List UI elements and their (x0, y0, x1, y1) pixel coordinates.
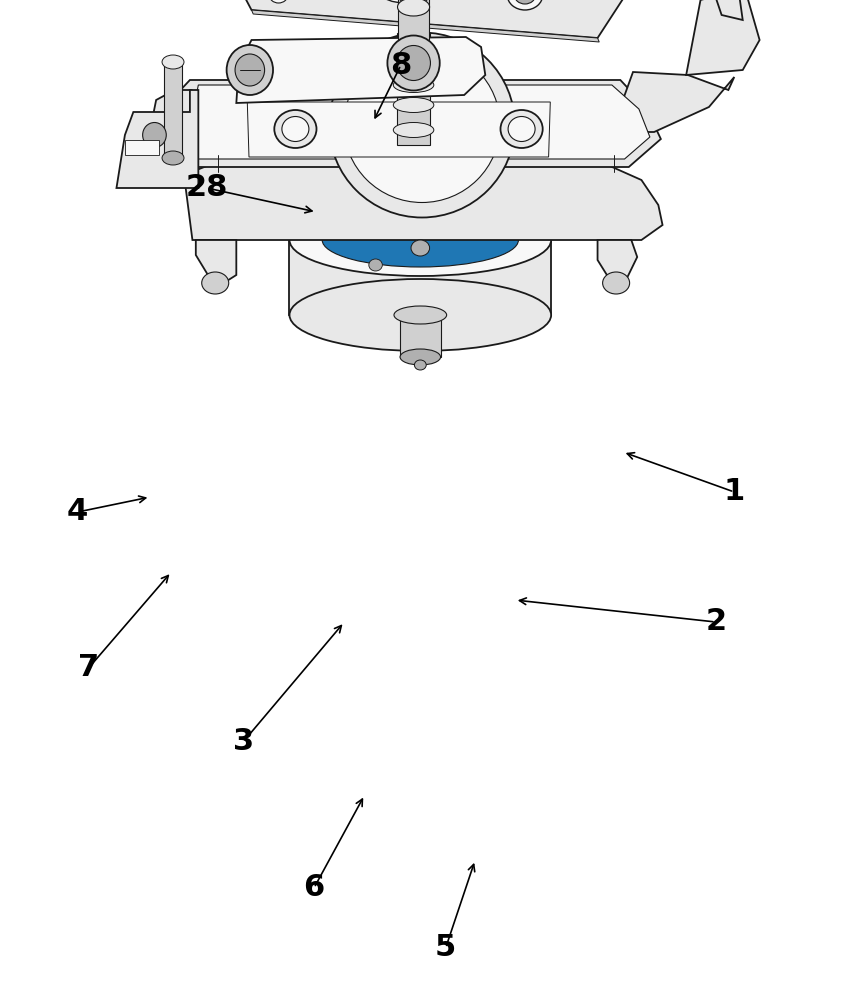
Ellipse shape (394, 306, 446, 324)
Ellipse shape (603, 272, 630, 294)
Ellipse shape (393, 98, 434, 112)
Ellipse shape (162, 55, 184, 69)
Ellipse shape (507, 0, 543, 10)
Ellipse shape (398, 0, 430, 4)
Ellipse shape (289, 279, 551, 351)
Polygon shape (196, 240, 236, 283)
Ellipse shape (371, 0, 431, 2)
Ellipse shape (344, 47, 500, 202)
Text: 1: 1 (723, 478, 745, 506)
Polygon shape (289, 240, 551, 315)
Ellipse shape (369, 259, 382, 271)
Polygon shape (252, 10, 599, 42)
Ellipse shape (411, 240, 430, 256)
Polygon shape (173, 80, 661, 167)
Ellipse shape (515, 0, 535, 4)
Text: 3: 3 (232, 728, 254, 756)
Polygon shape (226, 0, 629, 38)
Ellipse shape (398, 0, 430, 16)
Ellipse shape (202, 272, 229, 294)
Ellipse shape (235, 54, 265, 86)
Polygon shape (148, 90, 192, 162)
Ellipse shape (269, 0, 288, 3)
Ellipse shape (282, 116, 309, 141)
Polygon shape (116, 90, 198, 188)
Ellipse shape (289, 204, 551, 276)
Text: 28: 28 (186, 174, 228, 202)
Polygon shape (397, 33, 430, 145)
Polygon shape (400, 315, 441, 357)
Ellipse shape (397, 45, 430, 81)
Polygon shape (125, 140, 159, 155)
Text: 6: 6 (303, 874, 325, 902)
Polygon shape (598, 240, 637, 283)
Ellipse shape (143, 122, 166, 147)
Polygon shape (164, 62, 182, 158)
Polygon shape (184, 165, 663, 240)
Text: 5: 5 (435, 934, 457, 962)
Text: 7: 7 (78, 654, 100, 682)
Polygon shape (247, 102, 550, 157)
Polygon shape (398, 0, 429, 40)
Ellipse shape (400, 349, 441, 365)
Ellipse shape (414, 360, 426, 370)
Ellipse shape (393, 122, 434, 137)
Ellipse shape (162, 151, 184, 165)
Ellipse shape (226, 45, 273, 95)
Polygon shape (620, 72, 734, 132)
Ellipse shape (387, 35, 440, 91)
Ellipse shape (500, 110, 543, 148)
Ellipse shape (274, 110, 316, 148)
Ellipse shape (508, 116, 535, 141)
Text: 4: 4 (67, 497, 89, 526)
Polygon shape (686, 0, 760, 75)
Polygon shape (186, 85, 650, 159)
Ellipse shape (329, 32, 515, 218)
Ellipse shape (322, 213, 518, 267)
Polygon shape (236, 37, 485, 103)
Text: 2: 2 (705, 607, 727, 637)
Text: 8: 8 (390, 50, 412, 80)
Ellipse shape (393, 78, 434, 93)
